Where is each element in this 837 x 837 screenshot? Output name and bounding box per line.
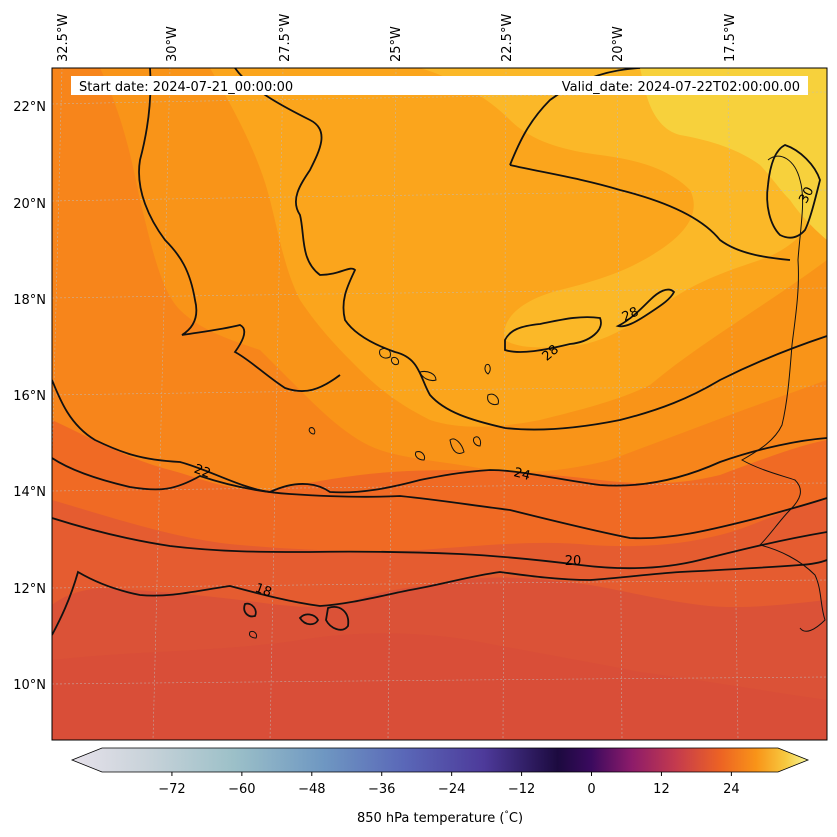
contour-18: [52, 559, 827, 636]
coastlines: [249, 155, 826, 639]
colorbar-tick-label: −48: [298, 782, 325, 797]
contour-24: [52, 379, 827, 494]
colorbar-label: 850 hPa temperature (°C): [357, 810, 523, 826]
valid-date-text: Valid_date: 2024-07-22T02:00:00.00: [562, 80, 800, 95]
lat-label: 14°N: [13, 485, 46, 500]
contour-lines: [52, 68, 827, 636]
start-date-text: Start date: 2024-07-21_00:00:00: [79, 80, 293, 95]
contour-28-south: [504, 316, 602, 353]
map-frame: [51, 67, 828, 741]
colorbar-body: [70, 747, 810, 773]
contour-18-blob-1: [298, 613, 320, 626]
contour-label-30: 30: [796, 185, 817, 207]
lon-label: 17.5°W: [723, 14, 738, 62]
contour-28-east: [615, 288, 676, 328]
colorbar: −72 −60 −48 −36 −24 −12 0 12 24 850 hPa temperat…: [70, 747, 810, 826]
date-banner: Start date: 2024-07-21_00:00:00 Valid_da…: [71, 76, 808, 95]
lat-label: 10°N: [13, 678, 46, 693]
colorbar-tick-label: −12: [508, 782, 535, 797]
lat-label: 16°N: [13, 389, 46, 404]
colorbar-tick-label: 0: [587, 782, 595, 797]
colorbar-tick-label: 24: [723, 782, 740, 797]
colorbar-ticks: −72 −60 −48 −36 −24 −12 0 12 24: [158, 772, 740, 797]
lat-label: 18°N: [13, 293, 46, 308]
contour-label-24: 24: [512, 465, 532, 484]
contour-20: [52, 517, 827, 570]
lon-label: 25°W: [389, 26, 404, 62]
contour-18-blob-3: [243, 602, 257, 618]
contour-26: [234, 68, 827, 431]
contour-label-22: 22: [192, 462, 213, 482]
contour-label-20: 20: [565, 554, 582, 569]
lon-label: 20°W: [611, 26, 626, 62]
longitude-labels: 32.5°W 30°W 27.5°W 25°W 22.5°W 20°W 17.5…: [56, 14, 738, 62]
lat-label: 20°N: [13, 197, 46, 212]
contour-30: [766, 144, 821, 239]
band-gt30: [640, 68, 827, 240]
cape-verde-islands: [249, 347, 499, 639]
colorbar-tick-label: −24: [438, 782, 465, 797]
latitude-labels: 22°N 20°N 18°N 16°N 14°N 12°N 10°N: [13, 100, 46, 693]
africa-coast: [740, 155, 826, 632]
lon-label: 27.5°W: [278, 14, 293, 62]
contour-28-north: [509, 68, 791, 261]
lon-label: 22.5°W: [500, 14, 515, 62]
lat-label: 22°N: [13, 100, 46, 115]
contour-label-18: 18: [253, 581, 274, 601]
contour-label-28-east: 28: [620, 305, 641, 326]
contour-24-upper-left: [138, 68, 341, 392]
colorbar-tick-label: −72: [158, 782, 185, 797]
contour-22: [52, 457, 827, 540]
colorbar-tick-label: −36: [368, 782, 395, 797]
contour-18-blob-2: [325, 606, 350, 631]
colorbar-tick-label: −60: [228, 782, 255, 797]
lon-label: 30°W: [165, 26, 180, 62]
lon-label: 32.5°W: [56, 14, 71, 62]
temperature-field: [52, 68, 827, 740]
lat-label: 12°N: [13, 582, 46, 597]
colorbar-tick-label: 12: [653, 782, 670, 797]
